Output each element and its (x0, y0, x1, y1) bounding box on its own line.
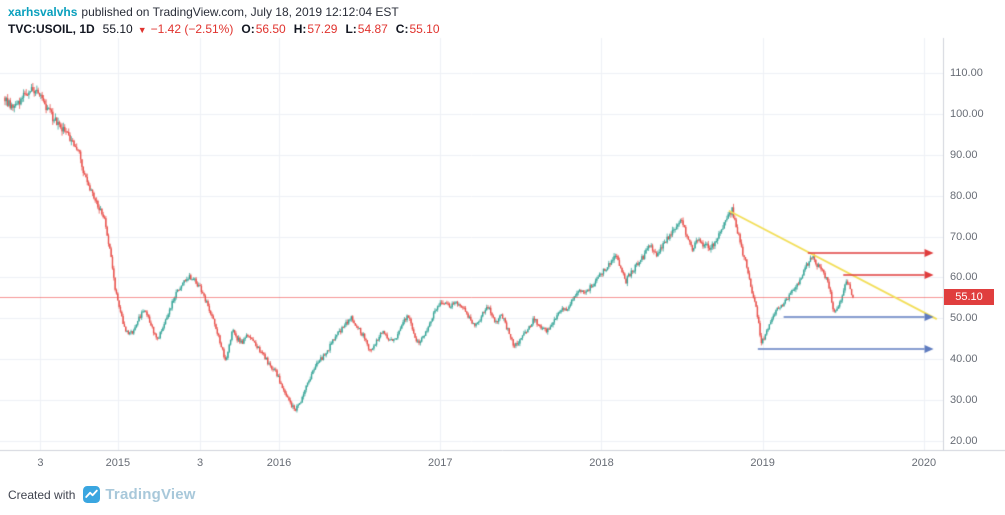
price-axis-label: 20.00 (950, 435, 978, 447)
low-value: 54.87 (357, 22, 388, 36)
time-axis-label: 2017 (428, 457, 453, 469)
triangle-down-icon: ▼ (137, 25, 147, 35)
high-label: H: (293, 22, 307, 36)
tradingview-brand-link[interactable]: TradingView (83, 486, 195, 503)
time-axis-label: 2018 (589, 457, 614, 469)
price-axis-label: 50.00 (950, 312, 978, 325)
legend-change: −1.42 (−2.51%) (150, 22, 234, 36)
time-axis-label: 2015 (105, 457, 131, 469)
price-axis-label: 90.00 (950, 148, 978, 161)
price-axis-label: 40.00 (950, 353, 978, 366)
created-with-text: Created with (8, 487, 76, 502)
author-username[interactable]: xarhsvalvhs (8, 5, 78, 19)
close-label: C: (395, 22, 409, 36)
price-axis-label: 30.00 (950, 394, 978, 407)
time-axis-label: 2020 (911, 457, 937, 469)
tradingview-logo-icon (83, 486, 101, 503)
chart-legend: TVC:USOIL, 1D 55.10 ▼ −1.42 (−2.51%) O: 5… (8, 22, 440, 38)
open-value: 56.50 (255, 22, 286, 36)
snapshot-header: xarhsvalvhs published on TradingView.com,… (8, 5, 440, 38)
attribution-footer: Created with TradingView (8, 486, 196, 503)
time-axis-label: 3 (196, 457, 204, 469)
legend-last-price: 55.10 (102, 22, 133, 36)
open-label: O: (241, 22, 255, 36)
price-axis-label: 110.00 (950, 67, 983, 79)
low-label: L: (345, 22, 357, 36)
time-axis-label: 3 (37, 457, 44, 469)
publish-line: xarhsvalvhs published on TradingView.com,… (8, 5, 440, 19)
last-price-badge: 55.10 (944, 289, 994, 305)
tradingview-wordmark: TradingView (105, 486, 196, 503)
price-axis-label: 80.00 (950, 189, 978, 202)
time-axis-label: 2016 (266, 457, 292, 469)
price-axis-label: 70.00 (950, 230, 978, 243)
published-text: published on TradingView.com, July 18, 2… (81, 5, 399, 19)
price-axis-label: 100.00 (950, 107, 984, 120)
time-axis-label: 2019 (750, 457, 775, 469)
close-value: 55.10 (409, 22, 440, 36)
price-axis-label: 60.00 (950, 271, 978, 284)
symbol-interval: TVC:USOIL, 1D (8, 22, 95, 36)
high-value: 57.29 (307, 22, 338, 36)
